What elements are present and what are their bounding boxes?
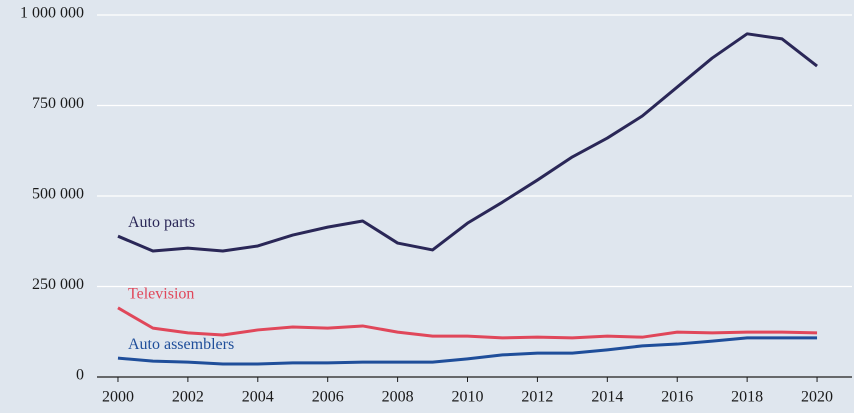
x-tick-label: 2008 [382,389,414,406]
y-tick-label: 250 000 [32,276,84,293]
series-line [117,336,818,366]
series-label: Television [128,286,194,303]
series-label: Auto assemblers [128,336,234,353]
series-label: Auto parts [128,214,195,231]
y-tick-label: 500 000 [32,186,84,203]
series-line [117,306,818,340]
x-tick-label: 2020 [801,389,833,406]
x-tick-label: 2006 [312,389,344,406]
x-tick-label: 2004 [242,389,274,406]
x-tick-label: 2016 [661,389,693,406]
x-tick-label: 2010 [452,389,484,406]
x-tick-label: 2014 [591,389,623,406]
y-tick-label: 750 000 [32,95,84,112]
x-tick-label: 2002 [172,389,204,406]
series-line [117,32,818,253]
x-tick-label: 2018 [731,389,763,406]
x-tick-label: 2012 [521,389,553,406]
x-tick-label: 2000 [102,389,134,406]
y-tick-label: 1 000 000 [20,5,84,22]
y-tick-label: 0 [76,367,84,384]
